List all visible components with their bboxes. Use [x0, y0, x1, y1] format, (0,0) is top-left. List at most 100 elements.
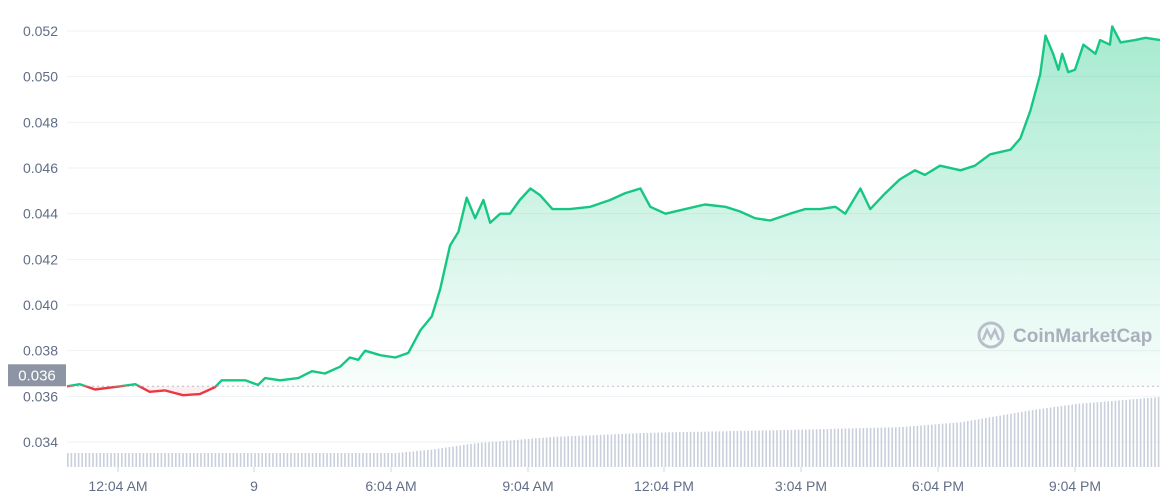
volume-bar	[931, 424, 933, 467]
volume-bar	[427, 449, 429, 467]
volume-bar	[675, 432, 677, 467]
volume-bar	[128, 453, 130, 467]
volume-bar	[513, 440, 515, 467]
volume-bar	[1046, 408, 1048, 467]
volume-bar	[239, 453, 242, 467]
volume-bar	[1067, 405, 1070, 467]
volume-bar	[445, 447, 447, 467]
volume-bar	[765, 430, 767, 467]
volume-bar	[416, 451, 418, 467]
y-tick-label: 0.048	[23, 114, 58, 130]
volume-bar	[1057, 406, 1059, 467]
x-tick-label: 9:04 PM	[1049, 478, 1101, 494]
y-tick-label: 0.038	[23, 343, 58, 359]
volume-bar	[423, 450, 425, 467]
volume-bar	[142, 453, 145, 467]
volume-bar	[434, 449, 436, 467]
y-tick-label: 0.044	[23, 206, 58, 222]
volume-bar	[1129, 399, 1131, 467]
volume-bar	[466, 444, 469, 467]
volume-bar	[697, 431, 699, 467]
volume-bar	[614, 434, 616, 467]
volume-bar	[1114, 400, 1117, 467]
volume-bar	[153, 453, 155, 467]
volume-bar	[898, 427, 901, 467]
volume-bar	[977, 419, 980, 467]
volume-bar	[754, 430, 757, 467]
volume-bar	[463, 444, 465, 467]
y-tick-label: 0.050	[23, 69, 58, 85]
volume-bar	[110, 453, 112, 467]
watermark-text: CoinMarketCap	[1013, 326, 1152, 347]
volume-bar	[542, 437, 544, 467]
volume-bar	[495, 441, 497, 467]
volume-bar	[833, 428, 836, 467]
volume-bar	[715, 431, 717, 467]
volume-bar	[279, 453, 281, 467]
volume-bar	[1150, 397, 1153, 467]
volume-bar	[185, 453, 188, 467]
x-tick-label: 3:04 PM	[775, 478, 827, 494]
volume-bar	[679, 432, 681, 467]
volume-bar	[124, 453, 127, 467]
volume-bar	[923, 425, 926, 467]
volume-bar	[837, 428, 839, 467]
volume-bars	[67, 397, 1160, 467]
volume-bar	[790, 429, 793, 467]
volume-bar	[981, 418, 983, 467]
volume-bar	[725, 431, 728, 467]
x-tick-label: 12:04 PM	[634, 478, 694, 494]
volume-bar	[769, 430, 771, 467]
volume-bar	[877, 427, 879, 467]
volume-bar	[819, 429, 821, 467]
volume-bar	[859, 428, 861, 467]
volume-bar	[70, 453, 73, 467]
x-tick-label: 9:04 AM	[502, 478, 553, 494]
volume-bar	[812, 429, 814, 467]
volume-bar	[599, 434, 602, 467]
volume-bar	[473, 443, 476, 467]
volume-bar	[625, 433, 627, 467]
volume-bar	[283, 453, 285, 467]
volume-bar	[81, 453, 83, 467]
volume-bar	[106, 453, 109, 467]
volume-bar	[959, 422, 962, 467]
volume-bar	[657, 432, 659, 467]
volume-bar	[1031, 410, 1034, 467]
volume-bar	[171, 453, 173, 467]
y-tick-label: 0.036	[23, 388, 58, 404]
volume-bar	[895, 427, 897, 467]
volume-bar	[668, 432, 670, 467]
volume-bar	[520, 439, 523, 467]
volume-bar	[988, 417, 991, 467]
volume-bar	[661, 432, 663, 467]
volume-bar	[808, 429, 811, 467]
volume-bar	[603, 434, 605, 467]
volume-bar	[995, 416, 998, 467]
volume-bar	[830, 428, 832, 467]
volume-bar	[722, 431, 724, 467]
volume-bar	[455, 446, 458, 467]
volume-bar	[218, 453, 220, 467]
volume-bar	[934, 424, 937, 467]
volume-bar	[178, 453, 181, 467]
volume-bar	[967, 421, 969, 467]
volume-bar	[275, 453, 278, 467]
volume-bar	[887, 427, 890, 467]
volume-bar	[247, 453, 249, 467]
volume-bar	[117, 453, 119, 467]
volume-bar	[398, 452, 400, 467]
volume-bar	[121, 453, 123, 467]
volume-bar	[891, 427, 893, 467]
volume-bar	[1111, 401, 1113, 467]
volume-bar	[761, 430, 764, 467]
reference-price-badge: 0.036	[8, 364, 66, 387]
volume-bar	[387, 453, 389, 467]
price-area-fill	[67, 26, 1160, 387]
volume-bar	[743, 430, 746, 467]
volume-bar	[585, 435, 587, 467]
volume-bar	[952, 422, 955, 467]
volume-bar	[491, 441, 494, 467]
volume-bar	[862, 428, 865, 467]
volume-bar	[884, 427, 886, 467]
